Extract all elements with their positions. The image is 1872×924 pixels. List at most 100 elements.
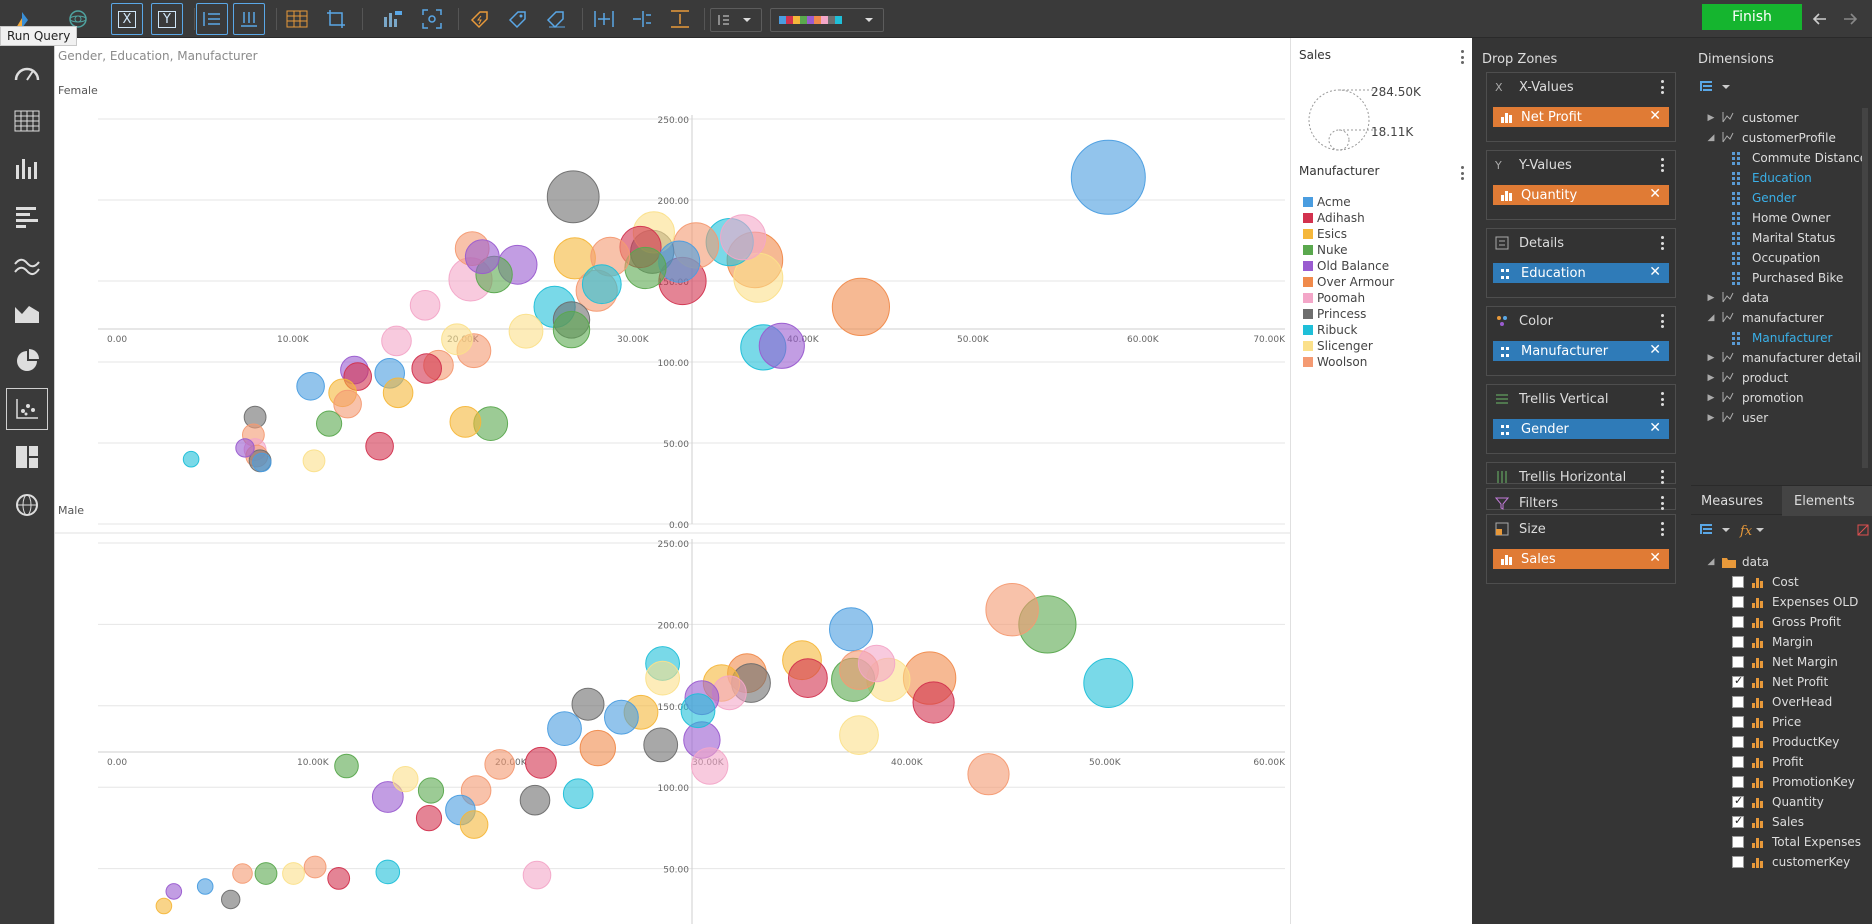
measure-item[interactable]: Cost <box>1732 572 1799 592</box>
drop-zone-menu-icon[interactable] <box>1657 470 1667 484</box>
bubble-old-balance[interactable] <box>371 781 404 813</box>
measure-item[interactable]: Sales <box>1732 812 1804 832</box>
size-legend-menu-icon[interactable] <box>1457 50 1467 64</box>
bubble-acme[interactable] <box>1070 139 1146 215</box>
bubble-acme[interactable] <box>547 711 582 746</box>
legend-item[interactable]: Princess <box>1303 306 1394 322</box>
legend-item[interactable]: Ribuck <box>1303 322 1394 338</box>
bubble-slicenger[interactable] <box>282 862 305 885</box>
bubble-ribuck[interactable] <box>375 859 401 885</box>
column-chart-icon[interactable] <box>6 148 48 190</box>
drop-zone-color[interactable]: Color Manufacturer ✕ <box>1486 306 1676 376</box>
bubble-acme[interactable] <box>196 878 214 895</box>
drop-zone-chip[interactable]: Gender ✕ <box>1493 419 1669 439</box>
remove-chip-icon[interactable]: ✕ <box>1649 186 1661 202</box>
drop-zone-menu-icon[interactable] <box>1657 158 1667 172</box>
measure-item[interactable]: Expenses OLD <box>1732 592 1858 612</box>
drop-zone-menu-icon[interactable] <box>1657 522 1667 536</box>
tab-elements[interactable]: Elements <box>1782 486 1872 516</box>
dimension-folder[interactable]: ▶ promotion <box>1706 388 1804 408</box>
bubble-adihash[interactable] <box>415 805 443 832</box>
zoom-fit-icon[interactable] <box>418 5 446 33</box>
forward-arrow-icon[interactable] <box>1836 5 1864 33</box>
bubble-nuke[interactable] <box>624 246 667 290</box>
measure-checkbox[interactable] <box>1732 576 1744 588</box>
bubble-nuke[interactable] <box>552 310 591 349</box>
pie-chart-icon[interactable] <box>6 340 48 382</box>
bubble-ribuck[interactable] <box>562 778 594 810</box>
drop-zone-trellis-vertical[interactable]: Trellis Vertical Gender ✕ <box>1486 384 1676 454</box>
bubble-ribuck[interactable] <box>680 693 716 729</box>
remove-chip-icon[interactable]: ✕ <box>1649 264 1661 280</box>
expand-arrow-icon[interactable]: ▶ <box>1707 113 1715 123</box>
bubble-over-armour[interactable] <box>831 277 891 336</box>
drop-zone-menu-icon[interactable] <box>1657 80 1667 94</box>
dimension-item[interactable]: Manufacturer <box>1732 328 1832 348</box>
bubble-adihash[interactable] <box>411 353 443 384</box>
scatter-chart-svg[interactable]: Female 250.00 200.00 150.00 100.00 50.00 0.00 0… <box>55 38 1291 924</box>
bar-chart-icon[interactable] <box>6 196 48 238</box>
drop-zone-chip[interactable]: Quantity ✕ <box>1493 185 1669 205</box>
bubble-nuke[interactable] <box>334 753 359 779</box>
dimension-item[interactable]: Home Owner <box>1732 208 1830 228</box>
legend-item[interactable]: Woolson <box>1303 354 1394 370</box>
bubble-poomah[interactable] <box>691 747 729 785</box>
remove-chip-icon[interactable]: ✕ <box>1649 420 1661 436</box>
drop-zone-x-values[interactable]: X X-Values Net Profit ✕ <box>1486 72 1676 142</box>
horizontal-spread-icon[interactable] <box>590 5 618 33</box>
color-legend-menu-icon[interactable] <box>1457 166 1467 180</box>
dimension-folder[interactable]: ▶ user <box>1706 408 1769 428</box>
gauge-chart-icon[interactable] <box>6 52 48 94</box>
collapse-arrow-icon[interactable]: ◢ <box>1707 133 1715 143</box>
x-axis-button[interactable]: X <box>111 3 143 35</box>
tab-measures[interactable]: Measures <box>1701 493 1764 509</box>
measure-checkbox[interactable] <box>1732 814 1744 828</box>
bubble-poomah[interactable] <box>409 289 441 321</box>
bubble-princess[interactable] <box>546 170 600 224</box>
bubble-acme[interactable] <box>829 607 874 652</box>
bubble-adihash[interactable] <box>327 867 351 890</box>
scatter-chart-icon[interactable] <box>6 388 48 430</box>
dimensions-scrollbar[interactable] <box>1862 108 1868 468</box>
bubble-ribuck[interactable] <box>182 450 200 468</box>
measure-checkbox[interactable] <box>1732 794 1744 808</box>
measure-checkbox[interactable] <box>1732 716 1744 728</box>
chart-format-icon[interactable] <box>378 5 406 33</box>
atom-icon[interactable] <box>64 5 92 33</box>
dimension-item[interactable]: Education <box>1732 168 1812 188</box>
measure-checkbox[interactable] <box>1732 616 1744 628</box>
dimension-item[interactable]: Marital Status <box>1732 228 1835 248</box>
measure-item[interactable]: Total Expenses <box>1732 832 1861 852</box>
bubble-woolson[interactable] <box>232 863 253 884</box>
measure-checkbox[interactable] <box>1732 636 1744 648</box>
expand-arrow-icon[interactable]: ◢ <box>1707 557 1715 567</box>
bubble-old-balance[interactable] <box>464 239 500 275</box>
dimension-item[interactable]: Commute Distance <box>1732 148 1867 168</box>
bubble-slicenger[interactable] <box>302 449 326 473</box>
bubble-woolson[interactable] <box>985 583 1039 637</box>
tag-icon[interactable] <box>504 5 532 33</box>
drop-zone-details[interactable]: Details Education ✕ <box>1486 228 1676 298</box>
measure-checkbox[interactable] <box>1732 756 1744 768</box>
dimension-folder[interactable]: ▶ data <box>1706 288 1770 308</box>
legend-item[interactable]: Nuke <box>1303 242 1394 258</box>
bubble-nuke[interactable] <box>417 777 445 804</box>
legend-item[interactable]: Esics <box>1303 226 1394 242</box>
app-logo-icon[interactable] <box>10 5 38 33</box>
measure-checkbox[interactable] <box>1732 656 1744 668</box>
drop-zone-filters[interactable]: Filters <box>1486 488 1676 511</box>
remove-chip-icon[interactable]: ✕ <box>1649 550 1661 566</box>
measure-item[interactable]: PromotionKey <box>1732 772 1855 792</box>
bubble-woolson[interactable] <box>333 389 362 419</box>
drop-zone-chip[interactable]: Sales ✕ <box>1493 549 1669 569</box>
drop-zone-menu-icon[interactable] <box>1657 314 1667 328</box>
remove-chip-icon[interactable]: ✕ <box>1649 108 1661 124</box>
chart-canvas[interactable]: Gender, Education, Manufacturer Female 25… <box>54 38 1291 924</box>
expand-arrow-icon[interactable]: ▶ <box>1707 373 1715 383</box>
bubble-slicenger[interactable] <box>441 323 473 356</box>
bubble-esics[interactable] <box>382 377 414 409</box>
tag-lightning-icon[interactable] <box>466 5 494 33</box>
measure-checkbox[interactable] <box>1732 674 1744 688</box>
drop-zone-size[interactable]: Size Sales ✕ <box>1486 514 1676 584</box>
bubble-slicenger[interactable] <box>645 660 680 696</box>
